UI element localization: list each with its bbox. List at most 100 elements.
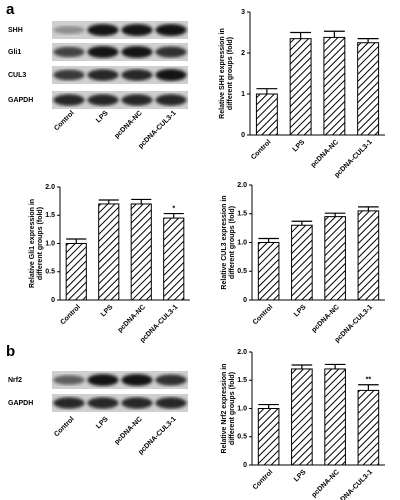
blot-lane-label: pcDNA-CUL3-1 — [137, 110, 178, 151]
blot-band — [121, 374, 153, 386]
y-tick-label: 1.5 — [237, 377, 247, 384]
y-tick-label: 0.5 — [237, 268, 247, 275]
y-tick-label: 1.5 — [237, 211, 247, 218]
y-axis-label: Relative SHH expression in — [219, 28, 226, 119]
y-tick-label: 0 — [241, 132, 245, 139]
blot-background — [52, 43, 188, 61]
y-tick-label: 1.5 — [45, 212, 55, 219]
y-tick-label: 0 — [243, 297, 247, 304]
x-tick-label: LPS — [293, 304, 308, 319]
error-bar — [291, 220, 313, 226]
bar — [255, 93, 278, 136]
y-axis-label: different groups (fold) — [37, 207, 44, 280]
error-bar — [323, 30, 345, 38]
y-tick-label: 0 — [51, 297, 55, 304]
blot-band — [121, 94, 153, 106]
blot-band — [53, 397, 85, 409]
blot-band — [87, 24, 119, 36]
error-bar — [98, 199, 119, 204]
bar — [289, 38, 312, 136]
bar — [257, 242, 280, 301]
x-tick-label: Control — [252, 304, 275, 327]
blot-band — [121, 46, 153, 58]
error-bar — [258, 237, 279, 243]
blot-band — [155, 374, 187, 386]
x-tick-label: LPS — [293, 469, 308, 484]
y-tick-label: 2.0 — [237, 182, 247, 189]
y-tick-label: 2.0 — [45, 184, 55, 191]
bar — [357, 42, 380, 136]
blot-row-label: CUL3 — [8, 72, 26, 79]
x-tick-label: Control — [250, 139, 273, 162]
blot-band — [155, 94, 187, 106]
blot-band — [87, 46, 119, 58]
blot-row-label: SHH — [8, 27, 23, 34]
blot-lane-label: pcDNA-NC — [113, 416, 143, 446]
error-bar — [131, 198, 152, 204]
y-tick-label: 3 — [241, 9, 245, 16]
bar — [163, 217, 185, 301]
y-axis-label: different groups (fold) — [229, 372, 236, 445]
blot-background — [52, 91, 188, 109]
blot-band — [155, 46, 187, 58]
x-tick-label: LPS — [292, 139, 307, 154]
bar — [357, 389, 380, 466]
blot-lane-label: LPS — [95, 110, 110, 125]
panel-label: b — [6, 343, 15, 360]
blot-lane-label: pcDNA-CUL3-1 — [137, 416, 178, 457]
y-axis-label: different groups (fold) — [227, 37, 234, 110]
error-bar — [324, 363, 346, 369]
blot-background — [52, 371, 188, 389]
error-bar — [357, 38, 379, 43]
y-tick-label: 1.0 — [45, 240, 55, 247]
y-tick-label: 1.0 — [237, 405, 247, 412]
y-tick-label: 2 — [241, 50, 245, 57]
blot-band — [87, 94, 119, 106]
blot-band — [87, 397, 119, 409]
error-bar — [66, 238, 87, 244]
blot-band — [87, 374, 119, 386]
blot-row-label: Gli1 — [8, 49, 21, 56]
blot-lane-label: LPS — [95, 416, 110, 431]
blot-band — [53, 94, 85, 106]
y-axis-label: Relative Nrf2 expression in — [221, 364, 228, 454]
x-tick-label: pcDNA-NC — [310, 139, 340, 169]
blot-row-label: GAPDH — [8, 400, 33, 407]
y-tick-label: 0.5 — [237, 434, 247, 441]
blot-background — [52, 394, 188, 412]
x-tick-label: pcDNA-NC — [311, 469, 341, 499]
y-tick-label: 0 — [243, 462, 247, 469]
panel-label: a — [6, 1, 15, 18]
blot-band — [155, 69, 187, 81]
blot-background — [52, 66, 188, 84]
blot-lane-label: Control — [53, 110, 76, 133]
bar — [323, 36, 346, 136]
blot-band — [53, 375, 85, 385]
blot-lane-label: pcDNA-NC — [113, 110, 143, 140]
blot-row-label: GAPDH — [8, 97, 33, 104]
x-tick-label: pcDNA-CUL3-1 — [333, 139, 374, 180]
y-tick-label: 1.0 — [237, 239, 247, 246]
error-bar — [290, 31, 312, 39]
blot-band — [155, 397, 187, 409]
blot-row-label: Nrf2 — [8, 377, 22, 384]
y-tick-label: 1 — [241, 91, 245, 98]
blot-band — [53, 46, 85, 58]
y-axis-label: different groups (fold) — [229, 206, 236, 279]
bar — [291, 368, 313, 466]
error-bar — [324, 212, 346, 217]
bar — [130, 203, 152, 301]
blot-band — [121, 69, 153, 81]
blot-lane-label: Control — [53, 416, 76, 439]
blot-band — [53, 25, 85, 35]
bar — [324, 368, 346, 466]
bar — [65, 243, 87, 301]
error-bar — [258, 403, 279, 409]
bar — [291, 224, 313, 301]
y-axis-label: Relative Gli1 expression in — [29, 199, 36, 288]
bar — [257, 408, 280, 466]
x-tick-label: Control — [59, 304, 82, 327]
x-tick-label: pcDNA-NC — [311, 304, 341, 334]
y-tick-label: 2.0 — [237, 349, 247, 356]
